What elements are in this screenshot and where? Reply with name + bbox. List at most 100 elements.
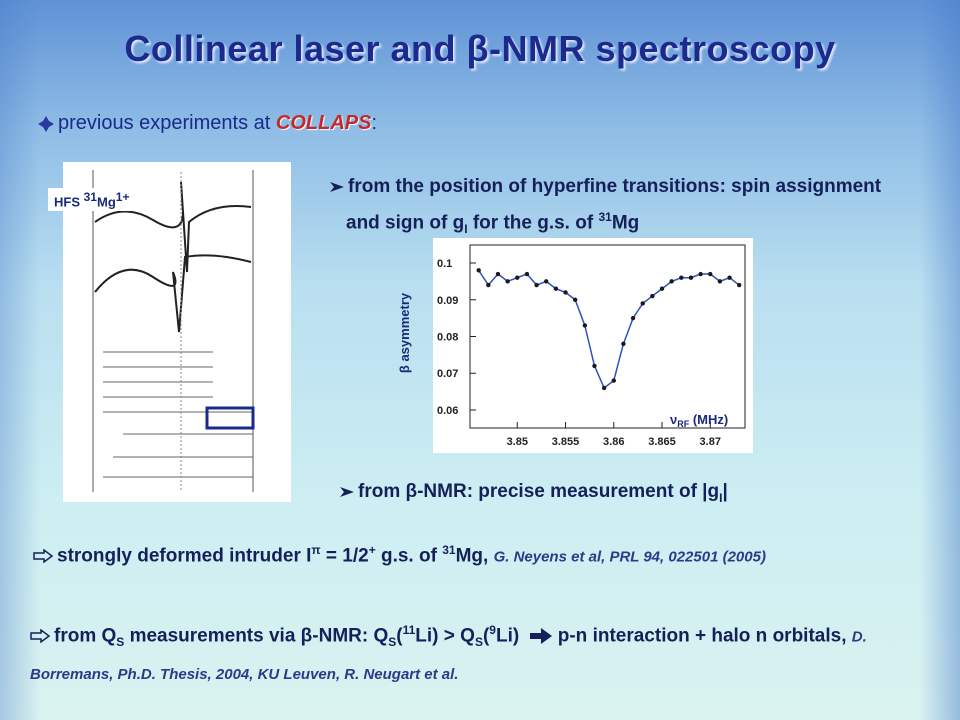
slide-title: Collinear laser and β-NMR spectroscopy: [124, 28, 836, 69]
data-point: [505, 279, 510, 284]
sub: S: [116, 635, 125, 650]
label-sup: 1+: [115, 190, 130, 204]
data-point: [592, 363, 597, 369]
data-point: [640, 301, 645, 306]
data-point: [534, 282, 539, 288]
level-lines: [103, 351, 253, 478]
data-point: [524, 271, 530, 277]
text: p-n interaction + halo n orbitals,: [552, 625, 852, 647]
edge-shade: [920, 0, 960, 720]
bullet-icon: [38, 115, 54, 132]
data-point: [659, 286, 665, 291]
text: Li): [495, 625, 520, 647]
sup: π: [311, 543, 321, 557]
sub: I: [464, 222, 468, 237]
data-point: [717, 279, 723, 284]
reference: G. Neyens et al, PRL 94, 022501 (2005): [493, 548, 766, 566]
hfs-figure: [63, 162, 291, 502]
data-point: [572, 297, 578, 302]
edge-shade: [0, 0, 40, 720]
collaps: COLLAPS: [275, 112, 372, 134]
data-point: [688, 275, 694, 280]
figure-label: HFS 31Mg1+: [48, 188, 136, 212]
data-point: [601, 385, 607, 391]
text: (: [396, 625, 403, 647]
thick-arrow: [530, 628, 553, 645]
label-part: (MHz): [689, 412, 728, 427]
label-sub: RF: [677, 419, 689, 429]
y-axis-label: β asymmetry: [397, 292, 412, 373]
data-point: [737, 282, 742, 288]
point-text: from the position of hyperfine transitio…: [346, 176, 882, 234]
data-point: [553, 286, 559, 291]
intro-text: :: [371, 112, 378, 134]
conclusion2: from QS measurements via β-NMR: QS(11Li)…: [30, 614, 930, 691]
intro-text: previous experiments at: [58, 112, 276, 134]
text: measurements via β-NMR: Q: [124, 625, 389, 647]
point-text: |: [722, 481, 728, 502]
data-point: [486, 282, 491, 288]
data-point: [582, 323, 588, 328]
y-tick-label: 0.08: [437, 332, 458, 344]
data-point: [611, 378, 616, 383]
data-point: [630, 315, 636, 321]
label-sup: 31: [83, 190, 97, 204]
data-point: [708, 271, 713, 277]
x-tick-label: 3.86: [603, 436, 624, 448]
label-text: HFS: [54, 194, 84, 210]
trace: [94, 181, 252, 273]
data-point: [679, 275, 684, 280]
trace: [94, 254, 252, 333]
arrow-icon: [330, 181, 344, 192]
highlight-box: [205, 406, 255, 430]
text: = 1/2: [320, 545, 369, 567]
data-point: [515, 275, 520, 280]
point2: from β-NMR: precise measurement of |gI|: [340, 481, 728, 505]
x-tick-label: 3.87: [700, 436, 721, 448]
point-text: for the g.s. of: [467, 212, 599, 234]
label-text: Mg: [96, 194, 116, 210]
conclusion1: strongly deformed intruder Iπ = 1/2+ g.s…: [33, 543, 766, 567]
x-tick-label: 3.865: [648, 436, 676, 448]
sub: S: [388, 635, 397, 650]
y-tick-label: 0.06: [437, 405, 458, 417]
arrow-icon: [340, 486, 354, 497]
text: (: [482, 625, 490, 647]
x-axis-label: νRF (MHz): [670, 412, 728, 429]
text: from Q: [54, 625, 117, 647]
text: Mg,: [455, 545, 494, 567]
point-text: Mg: [611, 212, 640, 234]
data-point: [563, 290, 568, 295]
sup: +: [368, 543, 376, 557]
data-point: [495, 271, 501, 277]
sub: S: [474, 635, 483, 650]
x-tick-label: 3.85: [507, 436, 528, 448]
reference: D. Borremans, Ph.D. Thesis, 2004, KU Leu…: [30, 628, 867, 684]
data-point: [621, 341, 626, 347]
data-point: [698, 271, 703, 277]
intro: previous experiments at COLLAPS:: [38, 112, 377, 135]
x-tick-label: 3.855: [552, 436, 580, 448]
fit-line: [478, 269, 740, 390]
sup: 31: [442, 543, 456, 557]
data-point: [544, 279, 549, 284]
outline-arrow: [30, 629, 50, 644]
nmr-plot: β asymmetry νRF (MHz) 0.06 0.07 0.08 0.09 0.…: [397, 238, 753, 453]
data-point: [727, 275, 732, 280]
data-point: [669, 279, 674, 284]
figure-bg: [63, 162, 291, 502]
sup: 31: [598, 210, 612, 224]
outline-arrow: [33, 549, 53, 564]
sub: I: [719, 490, 723, 505]
label-part: ν: [670, 412, 677, 427]
data-point: [650, 293, 655, 299]
sup: 9: [489, 623, 496, 637]
y-tick-label: 0.09: [437, 295, 458, 307]
text: g.s. of: [375, 545, 443, 567]
y-tick-label: 0.07: [437, 368, 458, 380]
sup: 11: [402, 623, 416, 637]
point1: from the position of hyperfine transitio…: [330, 172, 906, 244]
text: strongly deformed intruder I: [57, 545, 312, 567]
text: Li) > Q: [415, 625, 475, 647]
